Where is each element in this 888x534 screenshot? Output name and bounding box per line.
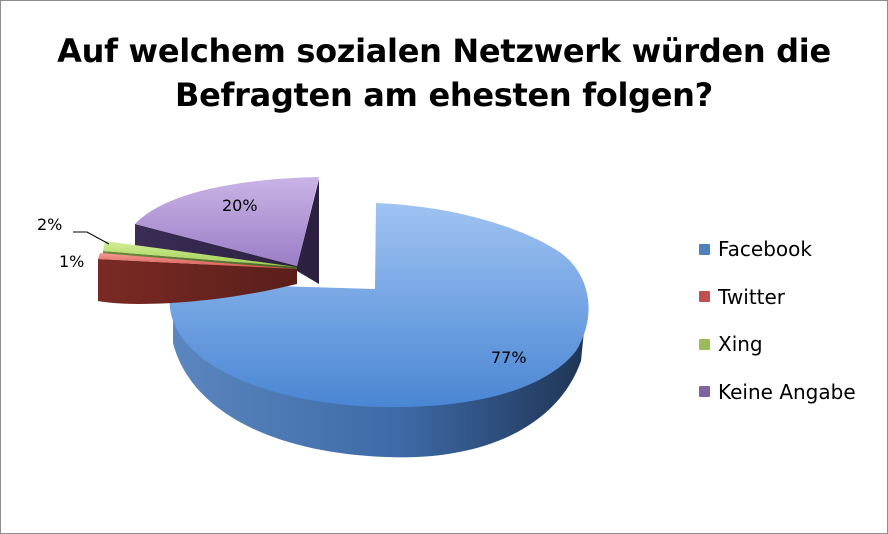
pie-slice-facebook bbox=[169, 203, 589, 458]
pie-slice-twitter-side bbox=[98, 259, 297, 304]
pie-slice-keine-angabe bbox=[135, 177, 319, 284]
leader-line-xing bbox=[73, 231, 110, 245]
legend-item-xing: Xing bbox=[699, 332, 856, 356]
data-label-xing: 2% bbox=[37, 215, 62, 234]
chart-title: Auf welchem sozialen Netzwerk würden die… bbox=[1, 29, 887, 117]
chart-title-line-2: Befragten am ehesten folgen? bbox=[175, 76, 713, 114]
legend-label-keine-angabe: Keine Angabe bbox=[718, 379, 856, 404]
data-label-keine-angabe: 20% bbox=[222, 196, 258, 215]
chart-title-line-1: Auf welchem sozialen Netzwerk würden die bbox=[57, 32, 831, 70]
legend-item-twitter: Twitter bbox=[699, 285, 856, 309]
pie-slice-xing-top bbox=[103, 241, 297, 267]
legend-item-facebook: Facebook bbox=[699, 237, 856, 261]
pie-slice-twitter-top bbox=[98, 253, 297, 269]
legend-swatch-twitter bbox=[699, 291, 710, 302]
legend-swatch-keine-angabe bbox=[699, 386, 710, 397]
legend-swatch-facebook bbox=[699, 243, 710, 255]
legend-label-twitter: Twitter bbox=[718, 284, 786, 309]
data-label-facebook: 77% bbox=[491, 348, 527, 367]
legend-item-keine-angabe: Keine Angabe bbox=[699, 380, 856, 404]
legend-swatch-xing bbox=[699, 338, 710, 350]
data-label-twitter: 1% bbox=[59, 252, 84, 271]
pie-slice-twitter bbox=[98, 253, 297, 304]
legend-label-facebook: Facebook bbox=[718, 237, 812, 261]
legend: Facebook Twitter Xing Keine Angabe bbox=[699, 237, 856, 427]
pie-slice-facebook-side bbox=[173, 283, 587, 458]
legend-label-xing: Xing bbox=[718, 332, 763, 356]
pie-slice-facebook-top bbox=[169, 203, 589, 408]
pie-slice-keine-angabe-top bbox=[135, 177, 319, 266]
